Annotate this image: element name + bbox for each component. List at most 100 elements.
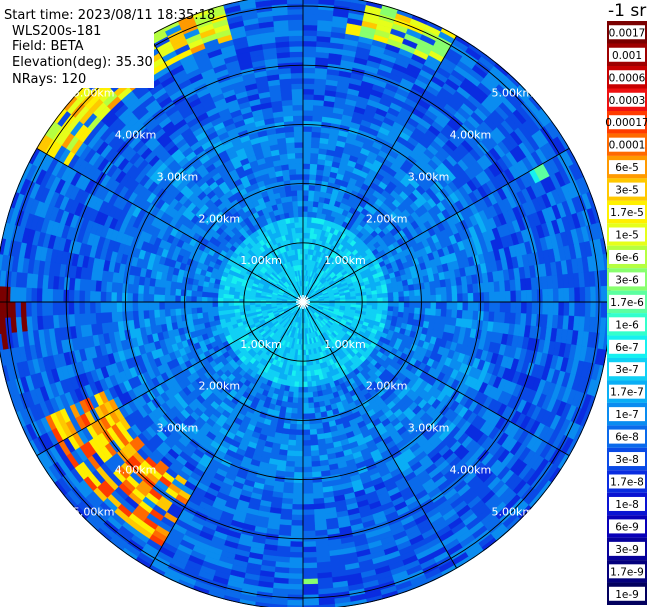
backscatter-cell (302, 402, 309, 409)
backscatter-cell (488, 281, 495, 293)
backscatter-cell (472, 310, 479, 321)
backscatter-cell (504, 290, 512, 303)
backscatter-cell (284, 471, 295, 478)
backscatter-cell (451, 309, 458, 319)
backscatter-cell (366, 294, 373, 299)
backscatter-cell (283, 481, 294, 489)
backscatter-cell (302, 573, 318, 580)
backscatter-cell (311, 460, 321, 468)
backscatter-cell (281, 503, 293, 510)
backscatter-cell (520, 290, 528, 303)
backscatter-cell (279, 519, 292, 526)
backscatter-cell (302, 365, 307, 372)
backscatter-cell (462, 301, 469, 311)
backscatter-cell (306, 375, 312, 383)
backscatter-cell (284, 466, 295, 473)
backscatter-cell (306, 381, 313, 388)
backscatter-cell (302, 509, 315, 516)
backscatter-cell (600, 301, 607, 319)
backscatter-cell (302, 429, 311, 436)
backscatter-cell (302, 72, 316, 79)
backscatter-cell (446, 293, 453, 303)
backscatter-cell (302, 115, 314, 122)
backscatter-cell (494, 301, 501, 313)
backscatter-cell (558, 288, 565, 303)
backscatter-cell (302, 109, 314, 117)
backscatter-cell (302, 120, 313, 127)
backscatter-cell (302, 104, 314, 111)
backscatter-cell (311, 466, 322, 473)
backscatter-cell (311, 131, 322, 138)
backscatter-cell (311, 136, 321, 144)
backscatter-cell (334, 0, 352, 3)
backscatter-cell (307, 200, 314, 207)
backscatter-cell (478, 292, 485, 303)
backscatter-cell (382, 301, 389, 307)
backscatter-cell (314, 412, 322, 419)
backscatter-cell (568, 287, 575, 303)
backscatter-cell (293, 477, 304, 484)
backscatter-cell (313, 401, 320, 409)
backscatter-cell (285, 460, 295, 468)
backscatter-cell (526, 289, 533, 303)
backscatter-cell (302, 51, 317, 58)
backscatter-cell (414, 289, 421, 297)
backscatter-cell (302, 589, 319, 596)
backscatter-cell (314, 78, 327, 85)
backscatter-cell (281, 497, 293, 505)
backscatter-cell (302, 551, 317, 558)
backscatter-cell (291, 503, 304, 511)
backscatter-cell (302, 456, 312, 463)
backscatter-cell (514, 278, 522, 292)
backscatter-cell (299, 365, 304, 372)
backscatter-cell (313, 503, 325, 510)
backscatter-cell (302, 567, 318, 574)
backscatter-cell (294, 456, 304, 463)
backscatter-cell (302, 562, 318, 569)
backscatter-cell (302, 408, 310, 415)
backscatter-cell (292, 482, 304, 489)
backscatter-cell (310, 375, 316, 382)
backscatter-cell (292, 498, 304, 505)
ppi-plot-area: 1.00km2.00km3.00km4.00km5.00km1.00km2.00… (0, 0, 611, 607)
backscatter-cell (287, 589, 304, 596)
backscatter-cell (435, 294, 442, 303)
backscatter-cell (302, 136, 312, 143)
backscatter-cell (493, 311, 501, 323)
backscatter-cell (302, 232, 307, 239)
backscatter-cell (309, 434, 318, 441)
backscatter-cell (398, 301, 405, 308)
backscatter-cell (574, 287, 581, 303)
backscatter-cell (289, 557, 304, 564)
backscatter-cell (308, 184, 316, 191)
backscatter-cell (307, 205, 314, 213)
backscatter-cell (409, 301, 416, 309)
backscatter-cell (302, 482, 314, 489)
backscatter-cell (285, 406, 293, 414)
backscatter-cell (302, 424, 310, 431)
backscatter-cell (376, 293, 384, 299)
backscatter-cell (462, 293, 469, 303)
backscatter-cell (280, 508, 293, 516)
backscatter-cell (284, 412, 292, 419)
backscatter-cell (302, 195, 309, 202)
backscatter-cell (283, 476, 295, 484)
backscatter-cell (302, 370, 308, 377)
backscatter-cell (456, 309, 463, 319)
backscatter-cell (302, 30, 318, 37)
backscatter-cell (563, 301, 570, 317)
backscatter-cell (289, 546, 304, 553)
backscatter-cell (376, 289, 383, 295)
backscatter-cell (403, 290, 410, 297)
backscatter-cell (290, 525, 304, 532)
backscatter-cells (0, 0, 611, 607)
backscatter-cell (504, 301, 512, 314)
backscatter-cell (440, 286, 447, 296)
backscatter-cell (563, 287, 570, 303)
backscatter-cell (445, 309, 453, 318)
backscatter-cell (295, 429, 304, 436)
backscatter-cell (377, 297, 384, 303)
backscatter-cell (311, 385, 318, 393)
backscatter-cell (403, 307, 410, 314)
